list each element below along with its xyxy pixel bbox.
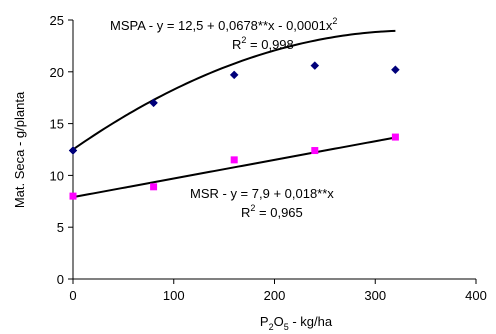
x-tick-label: 0 xyxy=(69,288,76,303)
msr-point xyxy=(150,183,158,191)
y-tick-label: 15 xyxy=(50,117,64,132)
mspa-fit-line xyxy=(72,29,396,151)
mspa-point xyxy=(68,146,78,155)
y-tick-label: 25 xyxy=(50,13,64,28)
data-points xyxy=(68,61,400,200)
x-tick-label: 400 xyxy=(465,288,487,303)
msr-equation-text: MSR - y = 7,9 + 0,018**x xyxy=(190,186,334,201)
x-axis-title-rest: - kg/ha xyxy=(289,314,333,329)
x-ticks: 0 100 200 300 400 xyxy=(69,279,487,303)
mspa-equation: MSPA - y = 12,5 + 0,0678**x - 0,0001x2 xyxy=(110,16,337,33)
mspa-point xyxy=(229,70,239,80)
msr-point xyxy=(230,156,238,164)
msr-r2-sup: 2 xyxy=(250,203,255,213)
msr-point xyxy=(311,147,319,155)
x-tick-label: 300 xyxy=(364,288,386,303)
msr-point xyxy=(391,133,399,141)
x-axis-title-o: O xyxy=(274,314,284,329)
msr-fit-line xyxy=(72,136,396,199)
mspa-point xyxy=(310,61,320,70)
fit-lines xyxy=(72,29,396,199)
y-ticks: 0 5 10 15 20 25 xyxy=(50,13,73,287)
x-axis-title-sub1: 2 xyxy=(269,322,274,332)
y-tick-label: 10 xyxy=(50,168,64,183)
msr-r2-post: = 0,965 xyxy=(255,205,302,220)
mspa-r2-post: = 0,998 xyxy=(246,37,293,52)
mspa-equation-sup: 2 xyxy=(332,16,337,26)
x-tick-label: 100 xyxy=(163,288,185,303)
x-axis-title-p: P xyxy=(260,314,269,329)
y-axis-title: Mat. Seca - g/planta xyxy=(12,91,27,208)
msr-point xyxy=(69,192,77,200)
mspa-equation-text: MSPA - y = 12,5 + 0,0678**x - 0,0001x xyxy=(110,18,333,33)
y-tick-label: 20 xyxy=(50,65,64,80)
x-axis-title-sub2: 5 xyxy=(284,322,289,332)
msr-equation: MSR - y = 7,9 + 0,018**x xyxy=(190,186,334,201)
msr-r2-pre: R xyxy=(241,205,250,220)
mspa-r2-sup: 2 xyxy=(241,35,246,45)
msr-r2: R2 = 0,965 xyxy=(241,203,303,220)
y-tick-label: 5 xyxy=(57,220,64,235)
mspa-point xyxy=(149,98,158,108)
x-tick-label: 200 xyxy=(264,288,286,303)
mspa-r2: R2 = 0,998 xyxy=(232,35,294,52)
mspa-point xyxy=(391,65,400,75)
y-tick-label: 0 xyxy=(57,272,64,287)
mspa-r2-pre: R xyxy=(232,37,241,52)
x-axis-title: P2O5 - kg/ha xyxy=(260,314,333,332)
